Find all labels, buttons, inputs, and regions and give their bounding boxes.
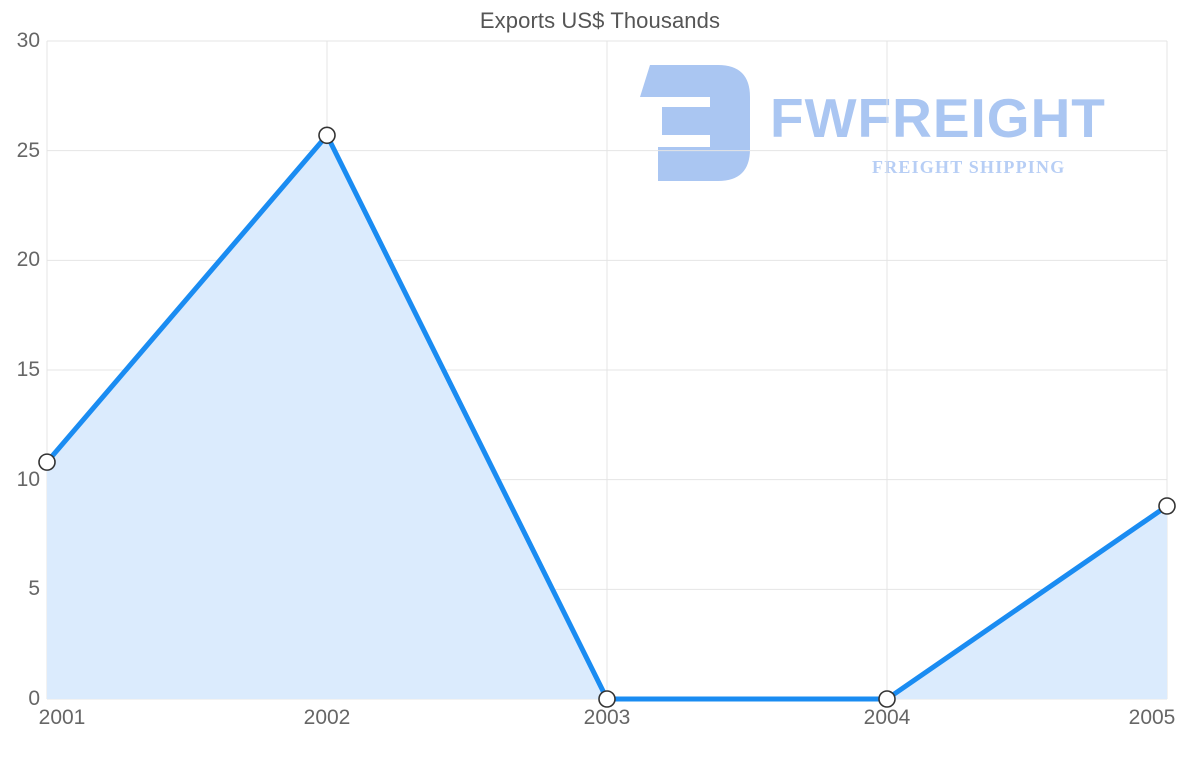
x-axis-tick-label: 2004 <box>863 706 911 729</box>
data-point-marker[interactable] <box>878 690 896 708</box>
x-axis-tick-label: 2005 <box>1128 706 1176 729</box>
area-fill <box>47 135 1167 699</box>
data-point-marker[interactable] <box>598 690 616 708</box>
y-axis-tick-label: 10 <box>16 467 40 491</box>
y-axis-tick-label: 25 <box>16 138 40 162</box>
y-axis-tick-label: 5 <box>28 577 40 601</box>
data-markers <box>38 126 1176 708</box>
chart-title: Exports US$ Thousands <box>479 8 721 33</box>
data-point-marker[interactable] <box>318 126 336 145</box>
x-axis-tick-label: 2001 <box>38 706 86 729</box>
y-axis-tick-label: 15 <box>16 358 40 381</box>
data-point-marker[interactable] <box>38 453 56 471</box>
y-axis: 0 5 10 15 20 25 30 <box>0 0 40 763</box>
x-axis-tick-label: 2002 <box>303 706 351 729</box>
y-axis-tick-label: 0 <box>28 687 40 710</box>
y-axis-tick-label: 20 <box>16 248 40 272</box>
y-axis-tick-label: 30 <box>16 29 40 52</box>
data-point-marker[interactable] <box>1158 497 1176 515</box>
x-axis-tick-label: 2003 <box>583 706 631 729</box>
